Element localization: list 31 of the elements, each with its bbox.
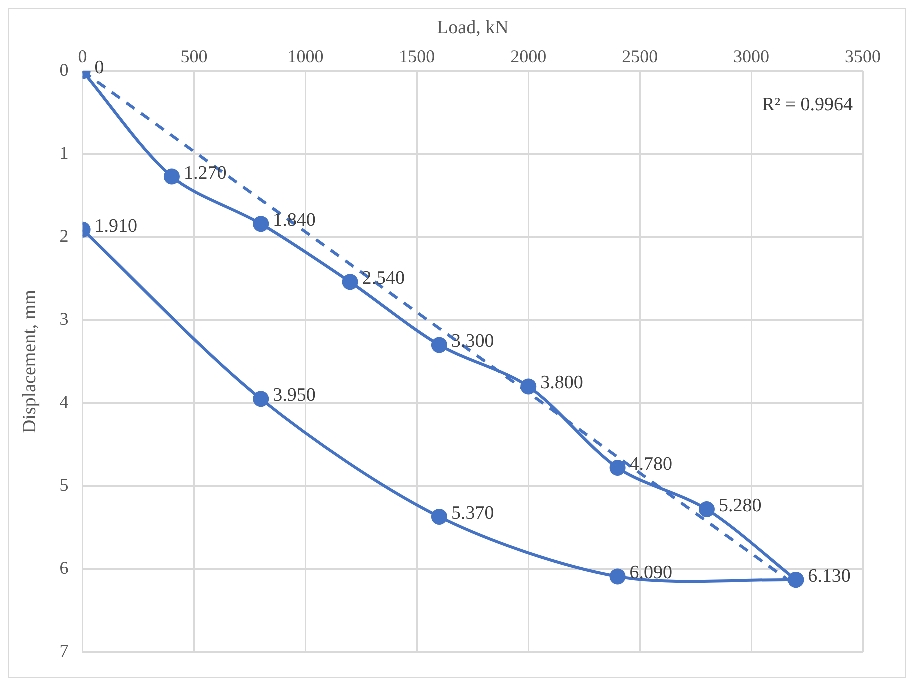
data-label: 1.910	[94, 216, 138, 237]
x-tick-label: 3000	[734, 46, 770, 66]
x-tick-label: 1000	[288, 46, 324, 66]
y-tick-label: 5	[60, 474, 69, 495]
y-tick-label: 4	[60, 392, 69, 412]
data-label: 1.840	[273, 210, 316, 232]
annotation: R² = 0.9964	[762, 94, 854, 116]
x-tick-label: 2500	[622, 46, 658, 66]
data-label: 4.780	[630, 454, 673, 475]
x-axis-title: Load, kN	[437, 17, 510, 38]
data-label: 3.800	[540, 372, 584, 394]
data-label: 5.370	[451, 502, 494, 524]
y-tick-label: 7	[60, 640, 69, 661]
y-tick-label: 6	[60, 558, 69, 578]
data-label: 3.950	[273, 385, 316, 406]
data-label: 5.280	[718, 495, 762, 516]
x-tick-label: 2000	[510, 46, 547, 66]
y-tick-label: 1	[60, 143, 69, 164]
data-label: 2.540	[362, 268, 406, 290]
x-tick-label: 0	[78, 46, 88, 66]
x-tick-label: 3500	[845, 46, 881, 66]
y-tick-label: 0	[60, 60, 69, 80]
data-label: 6.090	[630, 562, 673, 584]
data-label: 6.130	[808, 566, 851, 587]
x-tick-label: 1500	[399, 46, 436, 66]
y-axis-title: Displacement, mm	[19, 290, 40, 434]
x-tick-label: 500	[180, 46, 208, 66]
y-tick-label: 2	[60, 226, 69, 246]
data-label: 1.270	[184, 162, 227, 184]
data-label: 3.300	[451, 331, 494, 352]
y-tick-label: 3	[60, 309, 69, 330]
